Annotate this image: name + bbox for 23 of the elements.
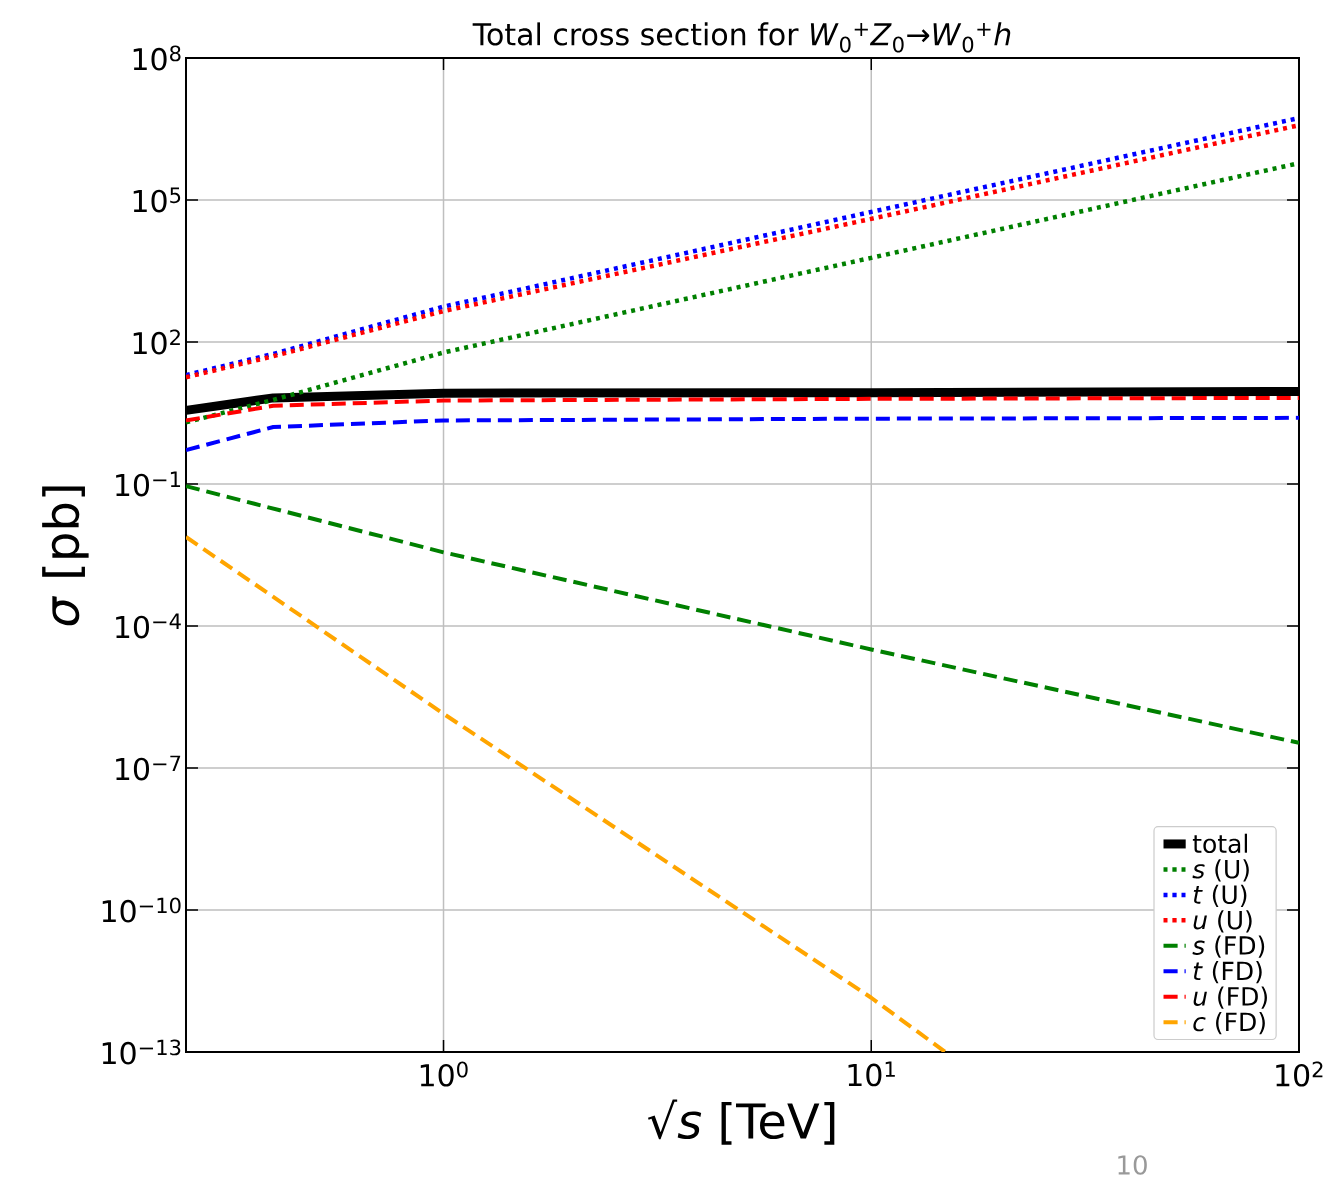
legend-label: s (U) [1192, 859, 1249, 882]
legend-label: u (U) [1193, 910, 1252, 933]
y-tick-label: 10$^{−10}$ [102, 897, 181, 923]
y-tick-label: 10$^{5}$ [133, 187, 181, 213]
y-tick-label: 10$^{2}$ [133, 329, 180, 355]
legend-label: t (FD) [1193, 961, 1262, 984]
text: 10 [1118, 1155, 1147, 1175]
y-tick-label: 10$^{−7}$ [116, 755, 181, 781]
x-tick-label: 10$^{0}$ [420, 1061, 468, 1087]
legend-label: total [1192, 833, 1248, 854]
x-tick-label: 10$^{2}$ [1276, 1061, 1323, 1087]
y-tick-label: 10$^{8}$ [133, 45, 181, 71]
legend-label: c (FD) [1193, 1012, 1265, 1035]
y-tick-label: 10$^{−1}$ [116, 471, 181, 497]
x-axis-title: √s [TeV] [648, 1099, 835, 1145]
legend-label: u (FD) [1193, 986, 1267, 1009]
y-tick-label: 10$^{−4}$ [116, 613, 181, 639]
y-axis-title: σ [pb] [42, 486, 89, 626]
y-tick-label: 10$^{−13}$ [102, 1039, 181, 1065]
chart-title: Total cross section for W$_{0}$$^{+}$Z$_{0}$→W$_{0}$$^{+}$h [472, 22, 1011, 53]
x-tick-label: 10$^{1}$ [848, 1061, 895, 1087]
legend-label: t (U) [1193, 884, 1247, 907]
legend-label: s (FD) [1192, 935, 1265, 958]
